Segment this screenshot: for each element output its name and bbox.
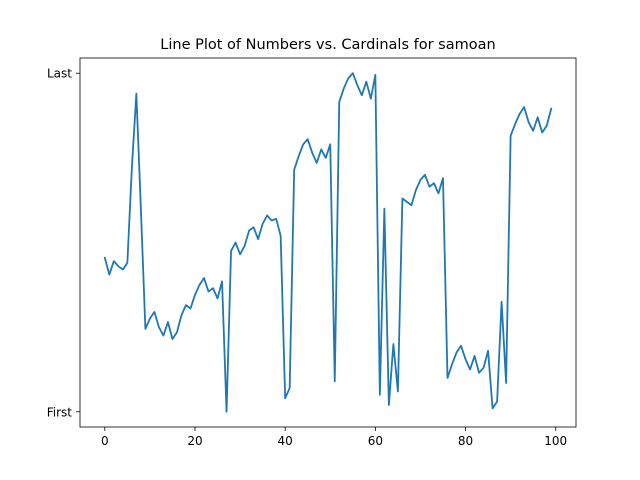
x-tick-label: 20 xyxy=(187,434,202,448)
chart-title: Line Plot of Numbers vs. Cardinals for s… xyxy=(160,37,495,53)
y-tick-label: Last xyxy=(47,67,72,81)
x-tick-label: 0 xyxy=(101,434,109,448)
y-tick-label: First xyxy=(47,405,73,419)
x-tick-label: 60 xyxy=(368,434,383,448)
y-axis-ticks: First Last xyxy=(47,67,80,419)
series-line xyxy=(103,72,553,413)
x-tick-label: 40 xyxy=(278,434,293,448)
x-tick-label: 100 xyxy=(544,434,567,448)
x-axis-ticks: 0 20 40 60 80 100 xyxy=(101,427,567,448)
plot-frame xyxy=(79,57,577,428)
x-tick-label: 80 xyxy=(458,434,473,448)
